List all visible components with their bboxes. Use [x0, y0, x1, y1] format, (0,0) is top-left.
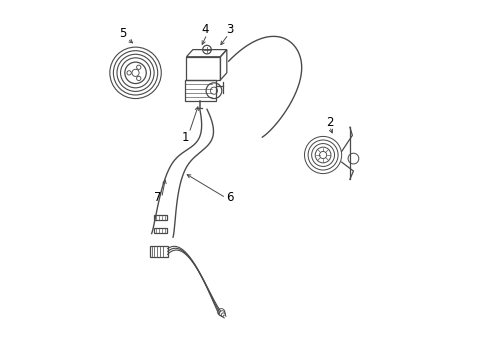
Text: 4: 4 [201, 23, 208, 36]
Text: 3: 3 [226, 23, 233, 36]
Text: 6: 6 [226, 192, 233, 204]
Text: 7: 7 [154, 192, 162, 204]
Bar [154, 215, 166, 220]
Text: 1: 1 [182, 131, 189, 144]
Bar [186, 57, 220, 80]
Bar [149, 246, 167, 257]
Text: 5: 5 [119, 27, 126, 40]
Bar [185, 80, 215, 102]
Text: 2: 2 [326, 116, 333, 129]
Bar [154, 228, 166, 233]
